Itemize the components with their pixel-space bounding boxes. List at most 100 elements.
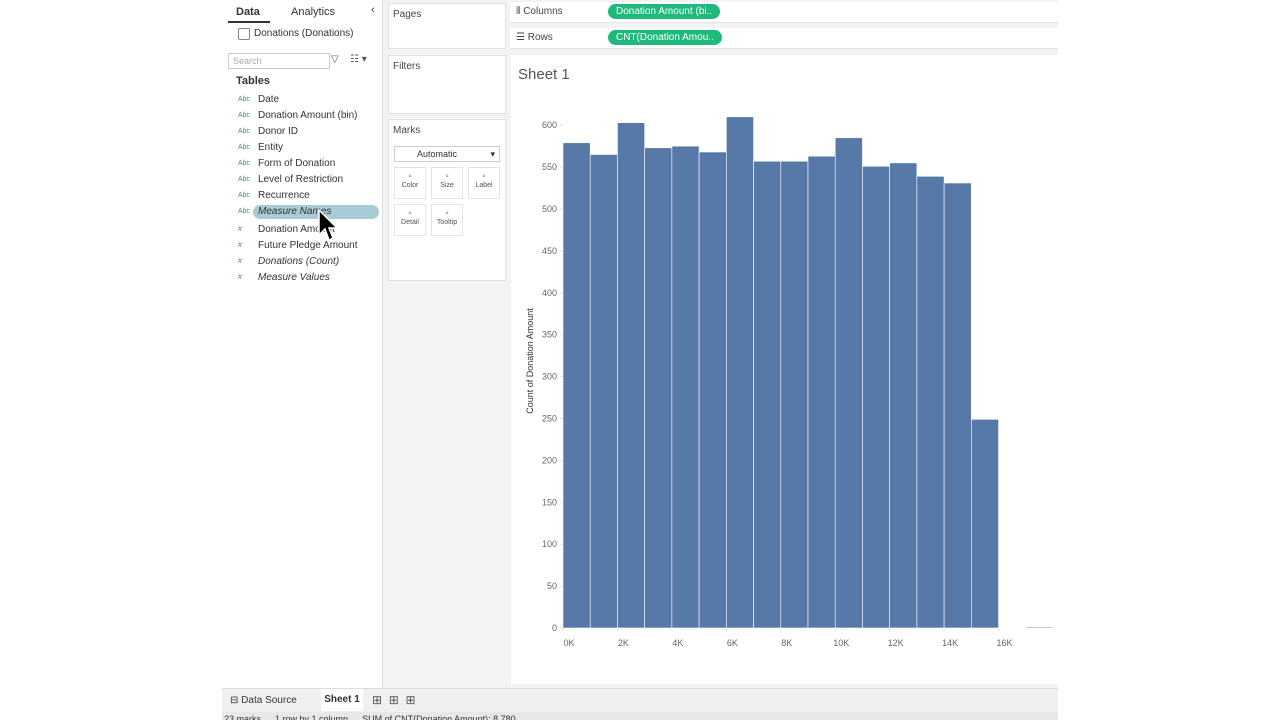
field[interactable]: Date — [258, 94, 280, 105]
field[interactable]: Donor ID — [258, 126, 299, 137]
field-icon: Abc — [238, 160, 251, 167]
field-icon: # — [238, 226, 242, 233]
data-source-tab[interactable]: ⊟ Data Source — [230, 695, 297, 706]
x-tick-label: 2K — [618, 638, 629, 648]
columns-label: ⦀ Columns — [516, 6, 563, 17]
search[interactable]: Search — [228, 53, 330, 69]
mark-button-label: Size — [440, 182, 454, 189]
cursor — [318, 209, 339, 242]
filters-label: Filters — [393, 61, 421, 72]
field-icon: # — [238, 274, 242, 281]
bar — [862, 165, 890, 629]
bar — [943, 182, 972, 629]
field[interactable]: Donations (Count) — [258, 256, 340, 267]
bar — [1025, 626, 1054, 629]
collapse[interactable]: ‹ — [371, 4, 375, 16]
bar — [726, 116, 754, 629]
y-tick-label: 600 — [542, 120, 557, 130]
field-icon: Abc — [238, 208, 251, 215]
y-tick-label: 50 — [547, 581, 557, 591]
rows-text: Rows — [527, 32, 553, 43]
mark-button[interactable]: ◦ Label — [468, 167, 500, 199]
y-tick-label: 100 — [542, 539, 557, 549]
columns-text: Columns — [523, 6, 563, 17]
datasource[interactable]: Donations (Donations) — [254, 28, 354, 39]
field-icon: Abc — [238, 96, 251, 103]
field[interactable]: Form of Donation — [258, 158, 336, 169]
tab-underline — [228, 21, 270, 23]
bar — [562, 142, 591, 629]
datasource-icon — [238, 28, 250, 40]
x-tick-label: 8K — [781, 638, 792, 648]
mark-button-icon: ◦ — [408, 171, 412, 182]
mark-type[interactable]: Automatic ▾ — [394, 146, 500, 162]
field[interactable]: Entity — [258, 142, 284, 153]
bar — [644, 147, 673, 629]
chart: Sheet 1 Count of Donation Amount 0 50 100 1… — [518, 66, 1054, 648]
y-tick-label: 300 — [542, 372, 557, 382]
data-tab[interactable]: Data — [236, 6, 260, 18]
mark-button-icon: ◦ — [445, 208, 449, 219]
y-tick-label: 550 — [542, 162, 557, 172]
data-source-text: Data Source — [241, 695, 297, 706]
sheet-tab[interactable]: Sheet 1 — [321, 689, 363, 711]
field-icon: # — [238, 242, 242, 249]
filter-icon[interactable]: ▽ — [331, 54, 339, 65]
field[interactable]: Measure Names — [258, 206, 332, 217]
field[interactable]: Future Pledge Amount — [258, 240, 358, 251]
y-tick-label: 0 — [552, 623, 557, 633]
marks-label: Marks — [393, 125, 421, 136]
bar — [916, 175, 945, 629]
rows-shelf — [510, 28, 1058, 49]
field-icon: Abc — [238, 128, 251, 135]
bar — [971, 419, 999, 629]
y-tick-label: 250 — [542, 413, 557, 423]
status-bar: 23 marks 1 row by 1 column SUM of CNT(Dona… — [222, 712, 1058, 720]
columns-shelf — [510, 2, 1058, 23]
field[interactable]: Donation Amount — [258, 224, 335, 235]
bar — [589, 154, 618, 629]
bar — [780, 160, 809, 629]
field[interactable]: Level of Restriction — [258, 174, 344, 185]
pages-label: Pages — [393, 9, 422, 20]
bar — [889, 162, 918, 629]
columns-pill[interactable]: Donation Amount (bi.. — [608, 4, 721, 19]
rows-pill[interactable]: CNT(Donation Amou.. — [608, 30, 722, 45]
x-tick-label: 16K — [997, 638, 1013, 648]
field-icon: Abc — [238, 144, 251, 151]
mark-type-text: Automatic — [417, 149, 458, 159]
x-tick-label: 6K — [727, 638, 738, 648]
mark-button-label: Color — [401, 182, 419, 189]
mark-button[interactable]: ◦ Detail — [394, 204, 426, 236]
y-tick-label: 200 — [542, 455, 557, 465]
field-icon: Abc — [238, 112, 251, 119]
status-item: 23 marks — [224, 714, 262, 720]
bar — [671, 145, 700, 629]
chart-title: Sheet 1 — [518, 66, 570, 83]
y-tick-label: 500 — [542, 204, 557, 214]
bar — [753, 160, 782, 629]
bar — [834, 137, 863, 629]
mark-button-label: Tooltip — [436, 219, 458, 226]
mark-button[interactable]: ◦ Size — [431, 167, 463, 199]
status-item: 1 row by 1 column — [275, 714, 349, 720]
x-tick-label: 4K — [672, 638, 683, 648]
x-tick-label: 10K — [833, 638, 849, 648]
mark-button[interactable]: ◦ Color — [394, 167, 426, 199]
mark-button[interactable]: ◦ Tooltip — [431, 204, 463, 236]
rows-label: ☰ Rows — [516, 32, 553, 43]
mark-button-label: Detail — [401, 219, 419, 226]
y-tick-label: 400 — [542, 288, 557, 298]
field-icon: Abc — [238, 176, 251, 183]
view-icon[interactable]: ☷ ▾ — [350, 54, 367, 65]
field-icon: Abc — [238, 192, 251, 199]
field[interactable]: Recurrence — [258, 190, 310, 201]
field[interactable]: Donation Amount (bin) — [258, 110, 358, 121]
analytics-tab[interactable]: Analytics — [291, 6, 336, 18]
y-tick-label: 450 — [542, 246, 557, 256]
field[interactable]: Measure Values — [258, 272, 330, 283]
new-sheet-icons[interactable]: ⊞ ⊞ ⊞ — [372, 693, 416, 707]
data-pane — [222, 0, 383, 688]
x-tick-label: 14K — [942, 638, 958, 648]
